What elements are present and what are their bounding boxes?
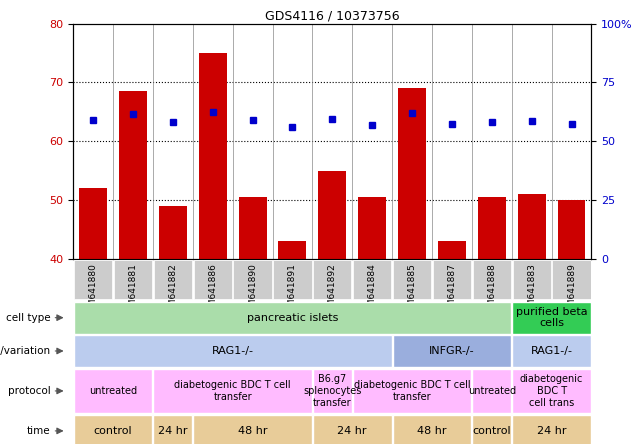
- FancyBboxPatch shape: [154, 260, 192, 299]
- FancyBboxPatch shape: [233, 260, 272, 299]
- FancyBboxPatch shape: [193, 415, 312, 444]
- FancyBboxPatch shape: [393, 260, 431, 299]
- Text: diabetogenic BDC T cell
transfer: diabetogenic BDC T cell transfer: [174, 380, 291, 402]
- Bar: [438, 241, 466, 259]
- Text: GSM641892: GSM641892: [328, 263, 337, 318]
- FancyBboxPatch shape: [392, 415, 471, 444]
- FancyBboxPatch shape: [392, 335, 511, 367]
- FancyBboxPatch shape: [313, 415, 392, 444]
- FancyBboxPatch shape: [352, 369, 471, 413]
- FancyBboxPatch shape: [313, 260, 352, 299]
- Bar: [279, 241, 307, 259]
- Text: 48 hr: 48 hr: [417, 426, 446, 436]
- FancyBboxPatch shape: [153, 415, 192, 444]
- FancyBboxPatch shape: [353, 260, 391, 299]
- FancyBboxPatch shape: [74, 260, 112, 299]
- Text: 24 hr: 24 hr: [338, 426, 367, 436]
- Text: RAG1-/-: RAG1-/-: [530, 346, 572, 356]
- Text: GSM641885: GSM641885: [408, 263, 417, 318]
- Bar: [478, 197, 506, 259]
- Text: control: control: [93, 426, 132, 436]
- Text: cell type: cell type: [6, 313, 50, 323]
- FancyBboxPatch shape: [513, 260, 551, 299]
- Text: 48 hr: 48 hr: [238, 426, 267, 436]
- Bar: [398, 88, 426, 259]
- Bar: [558, 200, 586, 259]
- FancyBboxPatch shape: [74, 302, 511, 334]
- Bar: [198, 53, 226, 259]
- FancyBboxPatch shape: [193, 260, 232, 299]
- FancyBboxPatch shape: [473, 415, 511, 444]
- Text: GSM641889: GSM641889: [567, 263, 576, 318]
- Text: GSM641884: GSM641884: [368, 263, 377, 318]
- Bar: [319, 170, 346, 259]
- FancyBboxPatch shape: [313, 369, 352, 413]
- Bar: [119, 91, 147, 259]
- Bar: [79, 188, 107, 259]
- Bar: [159, 206, 187, 259]
- Text: diabetogenic BDC T cell
transfer: diabetogenic BDC T cell transfer: [354, 380, 471, 402]
- Text: untreated: untreated: [467, 386, 516, 396]
- Bar: [238, 197, 266, 259]
- FancyBboxPatch shape: [153, 369, 312, 413]
- FancyBboxPatch shape: [74, 369, 153, 413]
- FancyBboxPatch shape: [553, 260, 591, 299]
- Text: GSM641881: GSM641881: [128, 263, 137, 318]
- Text: INFGR-/-: INFGR-/-: [429, 346, 474, 356]
- Text: time: time: [27, 426, 50, 436]
- Text: genotype/variation: genotype/variation: [0, 346, 50, 356]
- FancyBboxPatch shape: [273, 260, 312, 299]
- FancyBboxPatch shape: [512, 369, 591, 413]
- Text: GSM641880: GSM641880: [88, 263, 97, 318]
- Text: RAG1-/-: RAG1-/-: [212, 346, 254, 356]
- Text: GSM641890: GSM641890: [248, 263, 257, 318]
- Text: GSM641882: GSM641882: [169, 263, 177, 318]
- FancyBboxPatch shape: [114, 260, 152, 299]
- FancyBboxPatch shape: [473, 369, 511, 413]
- Text: 24 hr: 24 hr: [158, 426, 188, 436]
- Text: 24 hr: 24 hr: [537, 426, 566, 436]
- Text: B6.g7
splenocytes
transfer: B6.g7 splenocytes transfer: [303, 374, 361, 408]
- Text: GSM641888: GSM641888: [487, 263, 496, 318]
- Text: GSM641883: GSM641883: [527, 263, 536, 318]
- FancyBboxPatch shape: [512, 335, 591, 367]
- Text: GSM641886: GSM641886: [208, 263, 217, 318]
- Text: protocol: protocol: [8, 386, 50, 396]
- FancyBboxPatch shape: [473, 260, 511, 299]
- FancyBboxPatch shape: [512, 415, 591, 444]
- Title: GDS4116 / 10373756: GDS4116 / 10373756: [265, 9, 399, 22]
- Bar: [358, 197, 386, 259]
- FancyBboxPatch shape: [74, 415, 153, 444]
- Text: pancreatic islets: pancreatic islets: [247, 313, 338, 323]
- Text: purified beta
cells: purified beta cells: [516, 307, 588, 329]
- Bar: [518, 194, 546, 259]
- Text: untreated: untreated: [89, 386, 137, 396]
- Text: GSM641891: GSM641891: [288, 263, 297, 318]
- FancyBboxPatch shape: [432, 260, 471, 299]
- Text: control: control: [473, 426, 511, 436]
- FancyBboxPatch shape: [512, 302, 591, 334]
- Text: diabetogenic
BDC T
cell trans: diabetogenic BDC T cell trans: [520, 374, 583, 408]
- Text: GSM641887: GSM641887: [448, 263, 457, 318]
- FancyBboxPatch shape: [74, 335, 392, 367]
